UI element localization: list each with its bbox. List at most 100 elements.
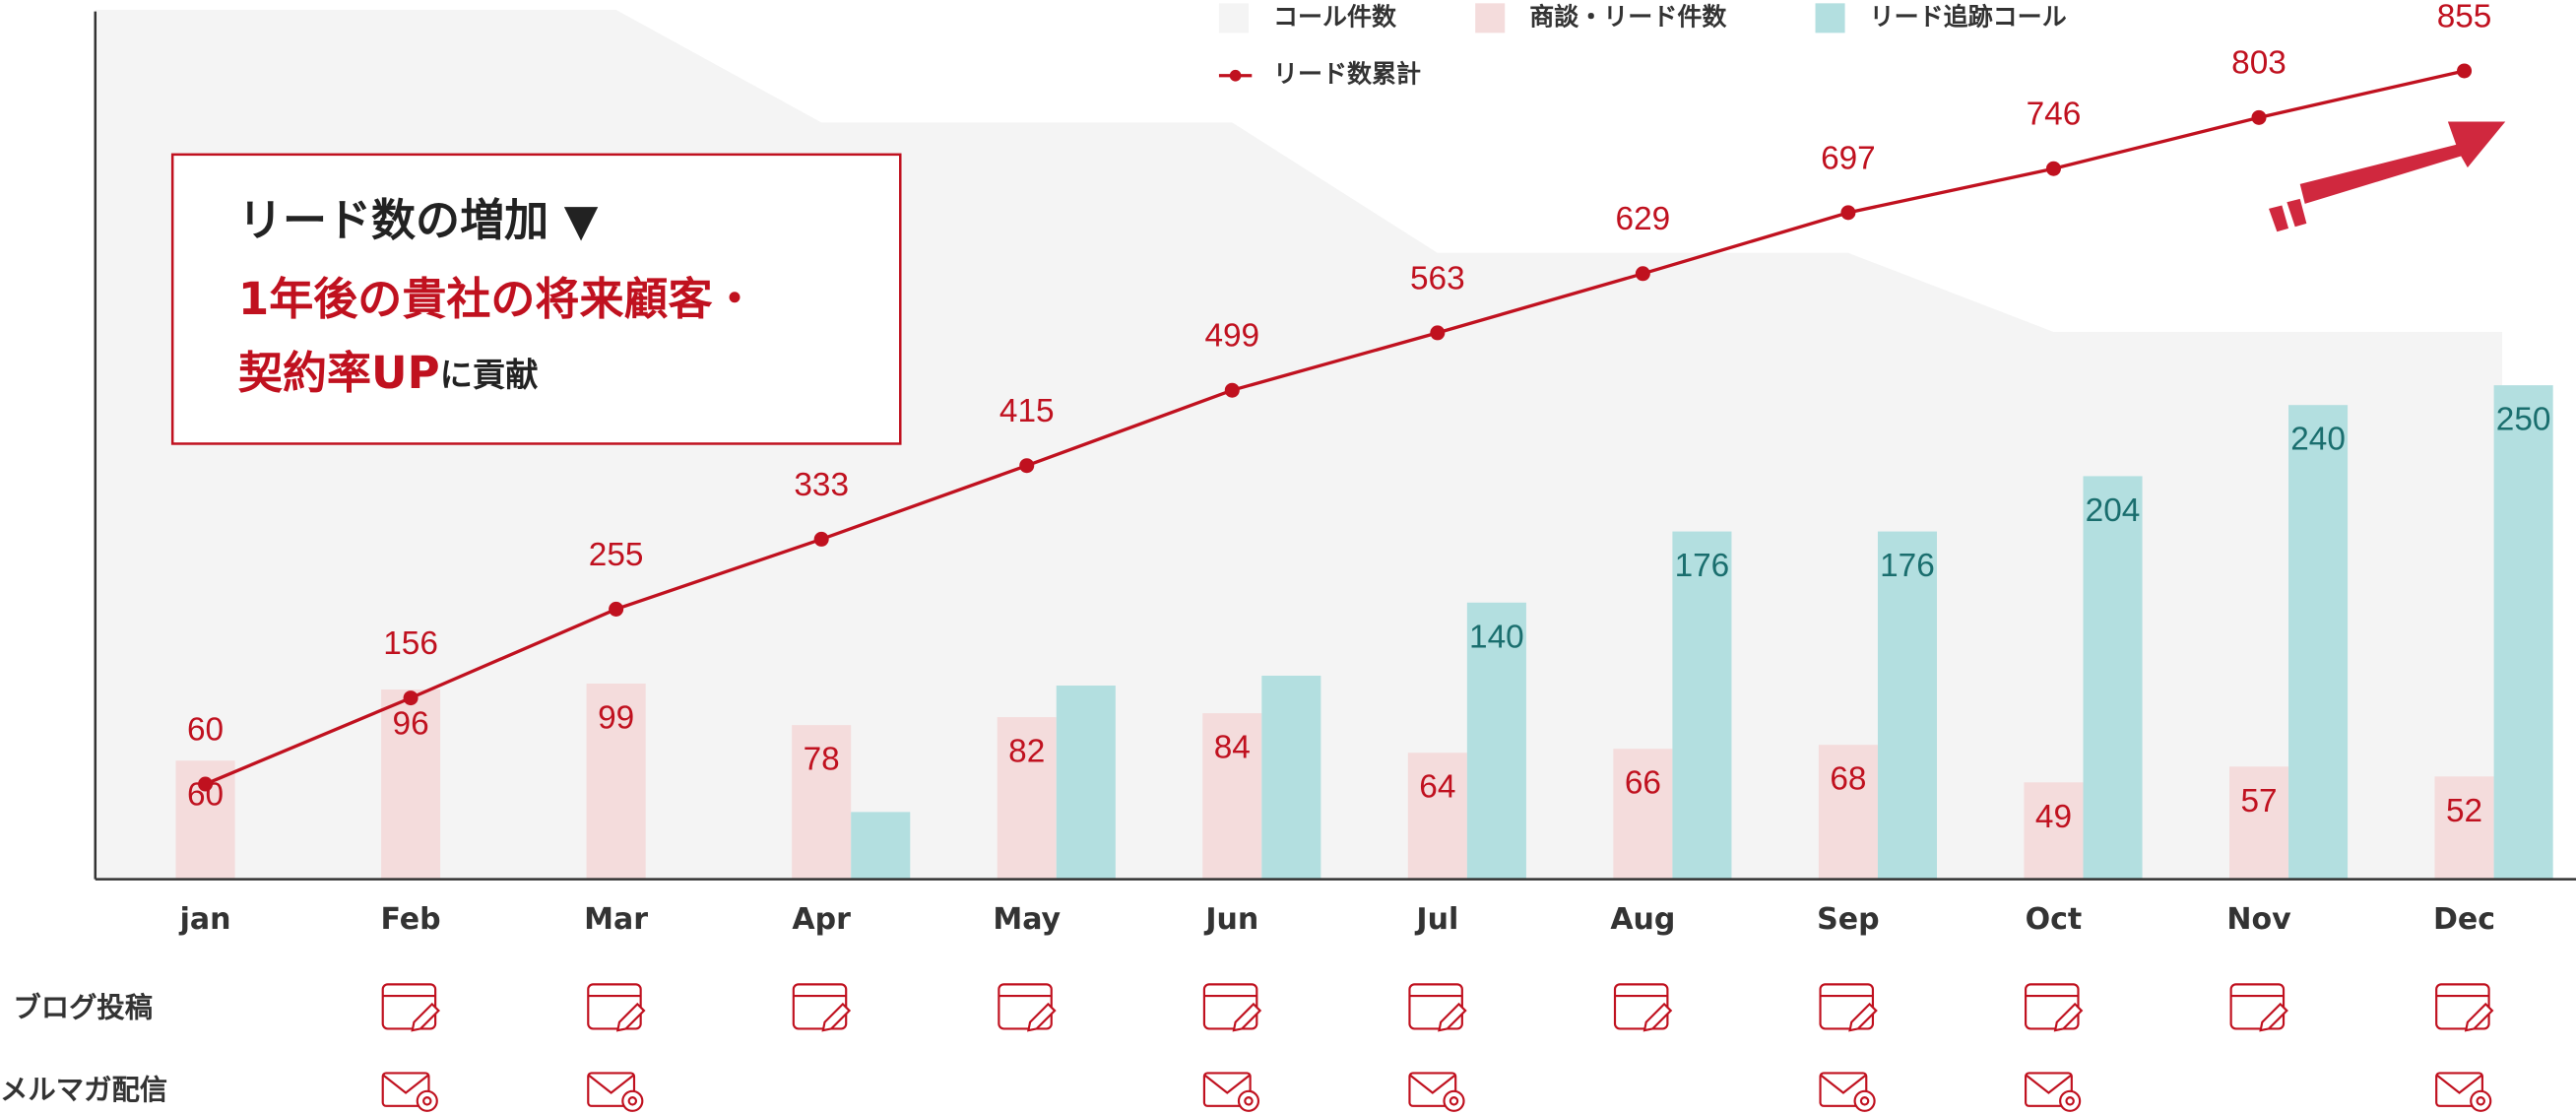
bar-value-label: 68 <box>1830 761 1866 798</box>
envelope <box>1202 1072 1252 1107</box>
line-point <box>813 531 829 547</box>
bar <box>1407 753 1467 880</box>
bar-value-label: 176 <box>1880 548 1935 584</box>
envelope <box>2025 1072 2073 1107</box>
annotation-text: リード数の増加 ▼ <box>238 194 599 246</box>
legend-marker <box>1229 69 1242 82</box>
bar <box>1466 602 1526 880</box>
bar-value-label: 66 <box>1625 765 1661 802</box>
pencil-body <box>1027 1002 1057 1032</box>
x-tick-label: Feb <box>381 902 441 937</box>
line-point <box>198 776 214 792</box>
bar <box>1202 713 1262 880</box>
legend-label: リード数累計 <box>1273 60 1421 89</box>
at-sign-inner <box>1449 1096 1459 1106</box>
line-value-label: 746 <box>2027 97 2082 133</box>
envelope <box>2435 1072 2483 1107</box>
line-value-label: 415 <box>999 393 1055 429</box>
blog-icon <box>381 983 440 1032</box>
bar <box>1818 745 1878 880</box>
bar <box>1613 749 1673 880</box>
at-sign-inner <box>422 1096 432 1106</box>
bar-value-label: 49 <box>2035 799 2072 835</box>
pencil-body <box>2259 1002 2288 1032</box>
at-sign-inner <box>627 1096 638 1106</box>
envelope-flap <box>587 1074 635 1094</box>
legend-label: 商談・リード件数 <box>1529 2 1727 31</box>
at-sign-inner <box>2065 1096 2075 1106</box>
x-tick-label: Jul <box>1414 902 1458 937</box>
bar <box>2024 782 2084 880</box>
line-point <box>609 601 624 617</box>
mail-icon <box>1202 1072 1260 1112</box>
bar-value-label: 96 <box>393 706 429 743</box>
blog-icon <box>998 983 1057 1032</box>
line-point <box>2457 63 2473 79</box>
line-value-label: 499 <box>1204 318 1259 355</box>
bar-value-label: 240 <box>2290 422 2346 458</box>
legend-label: リード追跡コール <box>1870 2 2067 31</box>
blog-icon <box>2229 983 2288 1032</box>
at-sign-inner <box>2476 1096 2485 1106</box>
envelope-flap <box>2025 1074 2073 1094</box>
pencil-body <box>615 1002 646 1032</box>
line-point <box>2045 161 2061 176</box>
bar <box>851 812 911 880</box>
envelope <box>1819 1072 1868 1107</box>
bar <box>792 725 852 880</box>
envelope-flap <box>2435 1074 2483 1094</box>
pencil-body <box>821 1002 852 1032</box>
main-layer <box>175 385 2553 880</box>
at-sign <box>621 1089 644 1112</box>
envelope-flap <box>382 1074 430 1094</box>
bar <box>586 684 646 880</box>
envelope-flap <box>1408 1074 1456 1094</box>
schedule-label: ブログ投稿 <box>13 991 153 1023</box>
annotation-text: 1年後の貴社の将来顧客・ <box>238 273 757 325</box>
x-tick-label: May <box>993 902 1061 937</box>
line-value-label: 697 <box>1821 140 1876 176</box>
legend-label: コール件数 <box>1273 2 1397 31</box>
annotation-line: リード数の増加 ▼ <box>238 194 599 246</box>
at-sign <box>2470 1089 2492 1112</box>
bar <box>1056 686 1116 880</box>
x-tick-label: Apr <box>792 902 851 937</box>
at-sign <box>1443 1089 1465 1112</box>
mail-icon <box>1408 1072 1465 1112</box>
legend-swatch <box>1815 3 1845 33</box>
x-tick-label: Aug <box>1610 902 1675 937</box>
envelope <box>1408 1072 1457 1107</box>
envelope-flap <box>1819 1074 1867 1094</box>
bar-value-label: 99 <box>598 700 634 737</box>
legend-swatch <box>1218 3 1249 33</box>
bar <box>2434 776 2494 880</box>
bar-value-label: 52 <box>2446 793 2482 829</box>
x-tick-label: Mar <box>584 902 648 937</box>
at-sign <box>1853 1089 1876 1112</box>
line-value-label: 156 <box>383 625 438 662</box>
blog-icon <box>1408 983 1467 1032</box>
pencil-body <box>411 1002 440 1032</box>
envelope-flap <box>1203 1074 1252 1094</box>
line-point <box>1019 458 1035 474</box>
bar <box>1261 675 1321 880</box>
mail-icon <box>2025 1072 2082 1112</box>
bar-value-label: 84 <box>1214 730 1251 766</box>
mail-icon <box>381 1072 438 1112</box>
mail-icon <box>2435 1072 2492 1112</box>
line-point <box>2251 109 2267 125</box>
line-value-label: 803 <box>2231 45 2286 82</box>
x-tick-label: Jun <box>1203 902 1258 937</box>
at-sign-inner <box>1244 1096 1254 1106</box>
bar <box>2083 476 2143 880</box>
at-sign-inner <box>1859 1096 1870 1106</box>
bar <box>1672 531 1732 880</box>
x-tick-label: Nov <box>2226 902 2291 937</box>
bar-value-label: 78 <box>804 742 840 778</box>
line-point <box>403 690 419 706</box>
line-value-label: 629 <box>1616 201 1671 237</box>
bar <box>2493 385 2553 880</box>
line-value-label: 563 <box>1410 260 1465 296</box>
